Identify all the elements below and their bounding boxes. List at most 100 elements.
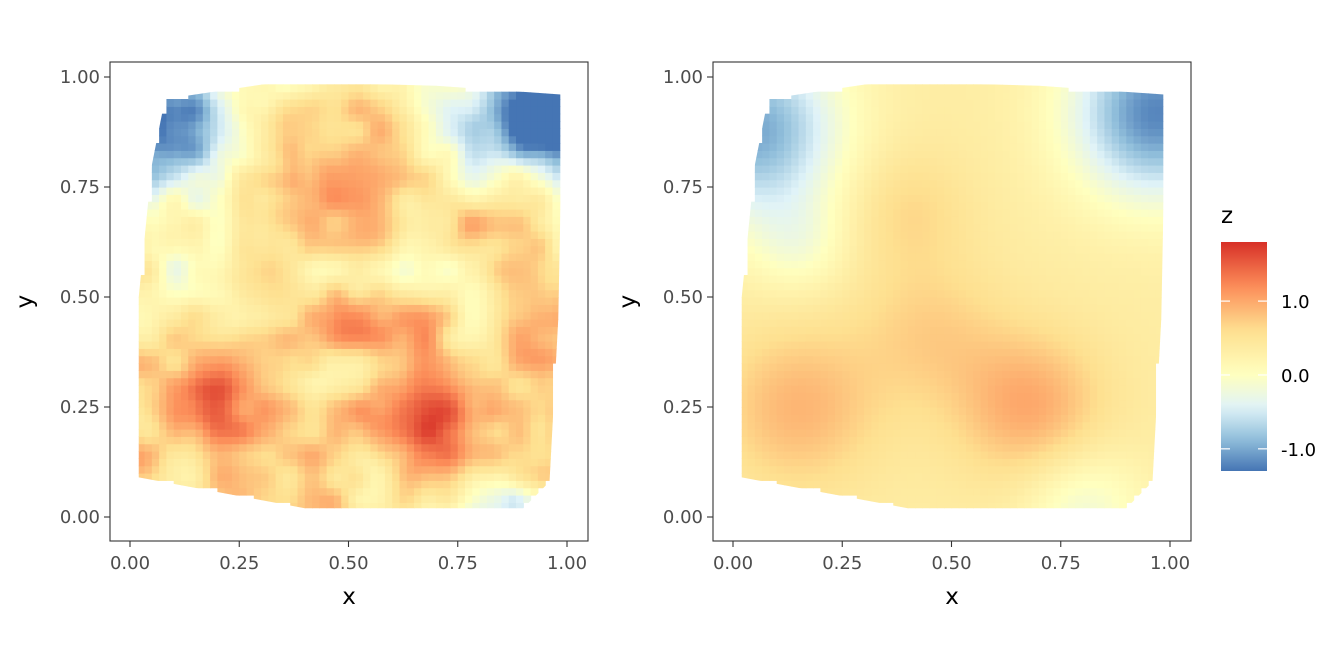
right-heatmap-cell [871, 253, 880, 261]
left-heatmap-cell [392, 231, 401, 239]
left-heatmap-cell [363, 341, 371, 349]
right-heatmap-cell [900, 201, 909, 210]
left-heatmap-cell [501, 135, 510, 144]
left-heatmap-cell [217, 436, 226, 445]
right-heatmap-cell [776, 135, 785, 144]
right-heatmap-cell [944, 421, 953, 430]
left-heatmap-cell [399, 113, 408, 122]
left-heatmap-cell [333, 443, 342, 452]
right-heatmap-cell [944, 480, 953, 489]
left-heatmap-cell [151, 172, 160, 181]
left-heatmap-cell [290, 480, 299, 489]
right-heatmap-cell [783, 311, 792, 320]
right-heatmap-cell [929, 223, 938, 232]
right-heatmap-cell [951, 319, 960, 327]
right-heatmap-cell [798, 377, 807, 386]
right-heatmap-cell [798, 194, 807, 203]
left-heatmap-cell [494, 238, 503, 247]
left-heatmap-cell [530, 165, 539, 173]
right-heatmap-cell [944, 385, 953, 393]
right-heatmap-cell [951, 135, 960, 144]
right-heatmap-cell [929, 414, 938, 423]
right-heatmap-cell [741, 333, 749, 342]
left-heatmap-cell [508, 91, 517, 100]
left-heatmap-cell [384, 421, 393, 430]
right-heatmap-cell [776, 451, 785, 459]
left-heatmap-cell [231, 150, 240, 159]
left-heatmap-cell [457, 157, 466, 166]
left-heatmap-cell [377, 245, 386, 254]
left-heatmap-cell [319, 201, 328, 210]
left-heatmap-cell [312, 282, 320, 291]
left-heatmap-cell [195, 209, 204, 217]
left-heatmap-cell [399, 194, 408, 203]
left-heatmap-cell [443, 216, 452, 225]
left-heatmap-cell [246, 267, 255, 276]
right-heatmap-cell [915, 465, 923, 474]
left-heatmap-cell [239, 165, 248, 173]
left-heatmap-cell [392, 363, 401, 371]
left-heatmap-cell [188, 385, 197, 393]
right-heatmap-cell [856, 333, 865, 342]
left-heatmap-cell [428, 238, 437, 247]
left-heatmap-cell [195, 223, 204, 232]
left-heatmap-cell [253, 465, 262, 474]
right-heatmap-cell [849, 99, 858, 107]
right-heatmap-cell [871, 157, 880, 166]
left-heatmap-cell [275, 238, 284, 247]
left-heatmap-cell [363, 231, 371, 239]
left-heatmap-cell [217, 245, 226, 254]
right-heatmap-cell [849, 385, 858, 393]
left-heatmap-cell [151, 458, 160, 467]
left-heatmap-cell [253, 157, 262, 166]
left-heatmap-cell [370, 385, 379, 393]
left-heatmap-cell [202, 245, 211, 254]
left-heatmap-cell [465, 465, 473, 474]
left-heatmap-cell [173, 407, 182, 415]
right-heatmap-cell [951, 443, 960, 452]
right-heatmap-cell [944, 150, 953, 159]
left-heatmap-cell [253, 341, 262, 349]
right-heatmap-cell [834, 297, 843, 305]
left-heatmap-cell [333, 91, 342, 100]
left-heatmap-cell [508, 106, 517, 115]
left-heatmap-cell [406, 143, 415, 151]
right-heatmap-cell [805, 311, 814, 320]
right-heatmap-cell [741, 370, 749, 379]
right-heatmap-cell [966, 451, 974, 459]
left-heatmap-cell [523, 99, 532, 107]
left-heatmap-cell [516, 113, 524, 122]
left-heatmap-cell [326, 165, 335, 173]
left-heatmap-cell [202, 201, 211, 210]
left-heatmap-cell [545, 179, 554, 188]
left-heatmap-cell [443, 355, 452, 364]
right-heatmap-cell [929, 99, 938, 107]
right-heatmap-cell [769, 421, 778, 430]
left-heatmap-cell [151, 333, 160, 342]
right-heatmap-cell [747, 231, 756, 239]
left-heatmap-cell [341, 260, 350, 269]
left-heatmap-cell [224, 370, 233, 379]
right-heatmap-cell [973, 443, 982, 452]
right-heatmap-cell [834, 487, 843, 496]
left-heatmap-cell [144, 326, 153, 335]
left-heatmap-cell [377, 165, 386, 173]
left-heatmap-cell [399, 451, 408, 459]
right-heatmap-cell [791, 231, 800, 239]
left-y-axis-title: y [12, 295, 38, 309]
left-heatmap-cell [377, 326, 386, 335]
right-heatmap-cell [907, 465, 916, 474]
left-heatmap-cell [508, 267, 517, 276]
right-heatmap-cell [915, 187, 923, 195]
left-heatmap-cell [224, 201, 233, 210]
left-heatmap-cell [516, 473, 524, 481]
right-heatmap-cell [944, 201, 953, 210]
left-heatmap-cell [246, 128, 255, 137]
left-heatmap-cell [384, 275, 393, 283]
left-heatmap-cell [537, 429, 546, 437]
left-heatmap-cell [202, 297, 211, 305]
left-heatmap-cell [290, 414, 299, 423]
left-heatmap-cell [472, 194, 481, 203]
right-heatmap-cell [936, 473, 945, 481]
left-heatmap-cell [282, 458, 291, 467]
